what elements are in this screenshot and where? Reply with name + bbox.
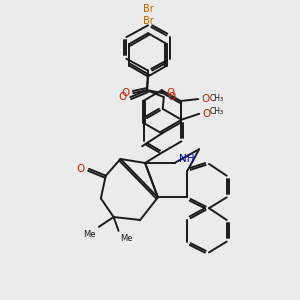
Text: O: O	[121, 88, 129, 98]
Text: Br: Br	[143, 4, 153, 14]
Text: O: O	[201, 94, 209, 104]
Text: O: O	[77, 164, 85, 174]
Text: O: O	[118, 92, 126, 102]
Text: O: O	[202, 109, 210, 119]
Text: Me: Me	[121, 234, 133, 243]
Text: NH: NH	[179, 154, 195, 164]
Text: O: O	[167, 88, 175, 98]
Text: O: O	[168, 92, 176, 102]
Text: Br: Br	[143, 16, 153, 26]
Text: CH₃: CH₃	[210, 94, 224, 103]
Text: Me: Me	[83, 230, 96, 239]
Text: CH₃: CH₃	[210, 107, 224, 116]
